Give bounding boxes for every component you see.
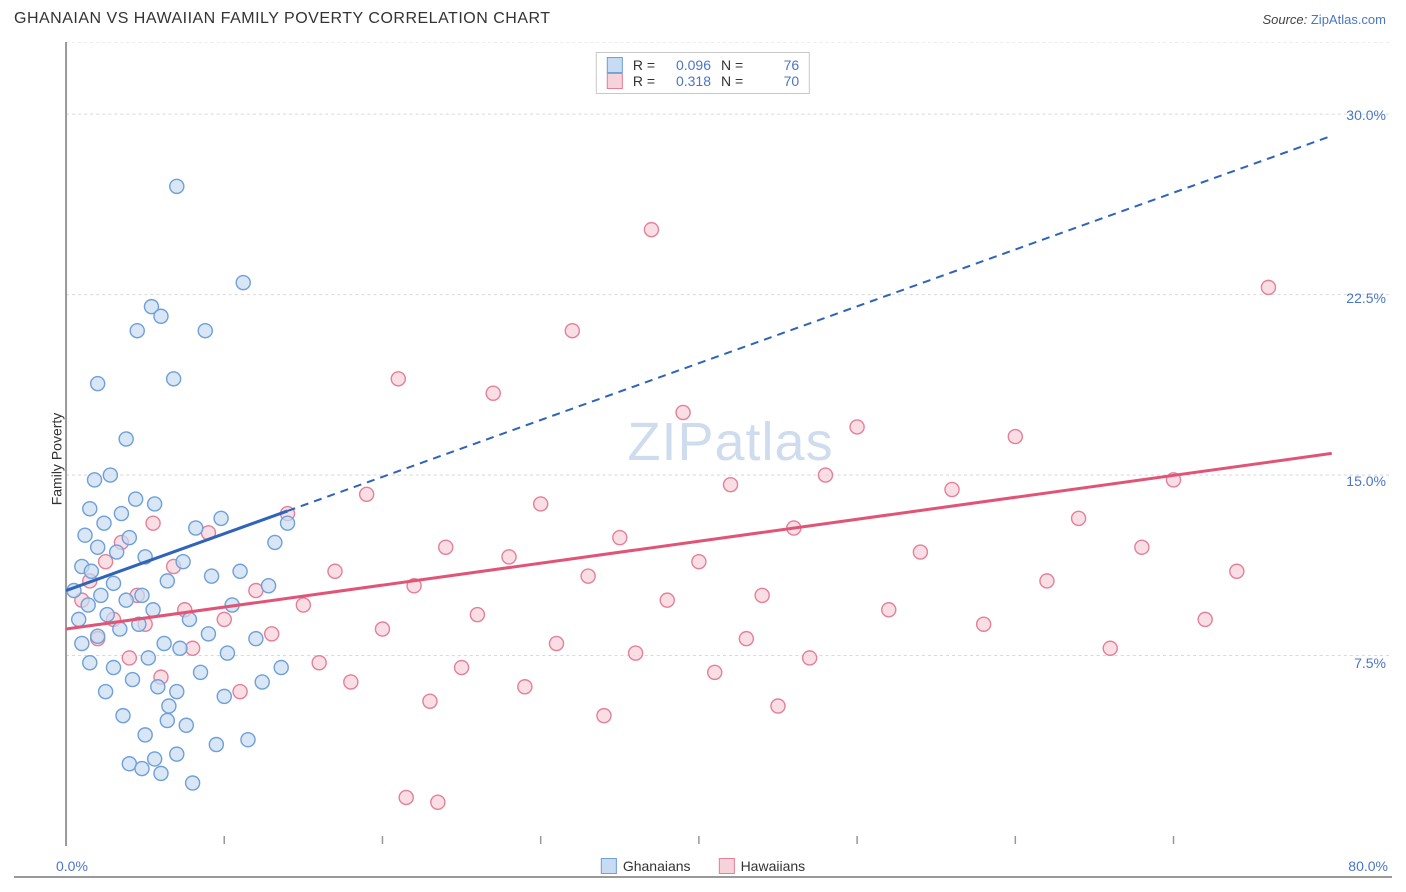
x-axis-min-label: 0.0% bbox=[56, 858, 88, 874]
n-value-hawaiians: 70 bbox=[753, 73, 799, 89]
r-value-ghanaians: 0.096 bbox=[665, 57, 711, 73]
swatch-hawaiians bbox=[607, 73, 623, 89]
legend-label-hawaiians: Hawaiians bbox=[741, 858, 806, 874]
swatch-ghanaians bbox=[601, 858, 617, 874]
scatter-plot bbox=[56, 42, 1392, 846]
x-axis-max-label: 80.0% bbox=[1348, 858, 1388, 874]
n-label: N = bbox=[721, 57, 743, 73]
source-attribution: Source: ZipAtlas.com bbox=[1262, 12, 1386, 27]
chart-area: Family Poverty ZIPatlas R = 0.096 N = 76… bbox=[14, 42, 1392, 878]
swatch-ghanaians bbox=[607, 57, 623, 73]
y-tick-label: 7.5% bbox=[1354, 655, 1386, 671]
chart-header: GHANAIAN VS HAWAIIAN FAMILY POVERTY CORR… bbox=[0, 0, 1406, 34]
legend-item-ghanaians: Ghanaians bbox=[601, 858, 691, 874]
y-tick-label: 30.0% bbox=[1346, 107, 1386, 123]
y-tick-label: 15.0% bbox=[1346, 473, 1386, 489]
swatch-hawaiians bbox=[719, 858, 735, 874]
y-tick-label: 22.5% bbox=[1346, 290, 1386, 306]
source-prefix: Source: bbox=[1262, 12, 1310, 27]
stats-row-ghanaians: R = 0.096 N = 76 bbox=[607, 57, 799, 73]
stats-row-hawaiians: R = 0.318 N = 70 bbox=[607, 73, 799, 89]
series-legend: Ghanaians Hawaiians bbox=[601, 858, 805, 874]
source-link[interactable]: ZipAtlas.com bbox=[1311, 12, 1386, 27]
r-label: R = bbox=[633, 57, 655, 73]
n-label: N = bbox=[721, 73, 743, 89]
chart-title: GHANAIAN VS HAWAIIAN FAMILY POVERTY CORR… bbox=[14, 10, 551, 28]
r-value-hawaiians: 0.318 bbox=[665, 73, 711, 89]
n-value-ghanaians: 76 bbox=[753, 57, 799, 73]
legend-label-ghanaians: Ghanaians bbox=[623, 858, 691, 874]
stats-legend: R = 0.096 N = 76 R = 0.318 N = 70 bbox=[596, 52, 810, 94]
legend-item-hawaiians: Hawaiians bbox=[719, 858, 806, 874]
r-label: R = bbox=[633, 73, 655, 89]
